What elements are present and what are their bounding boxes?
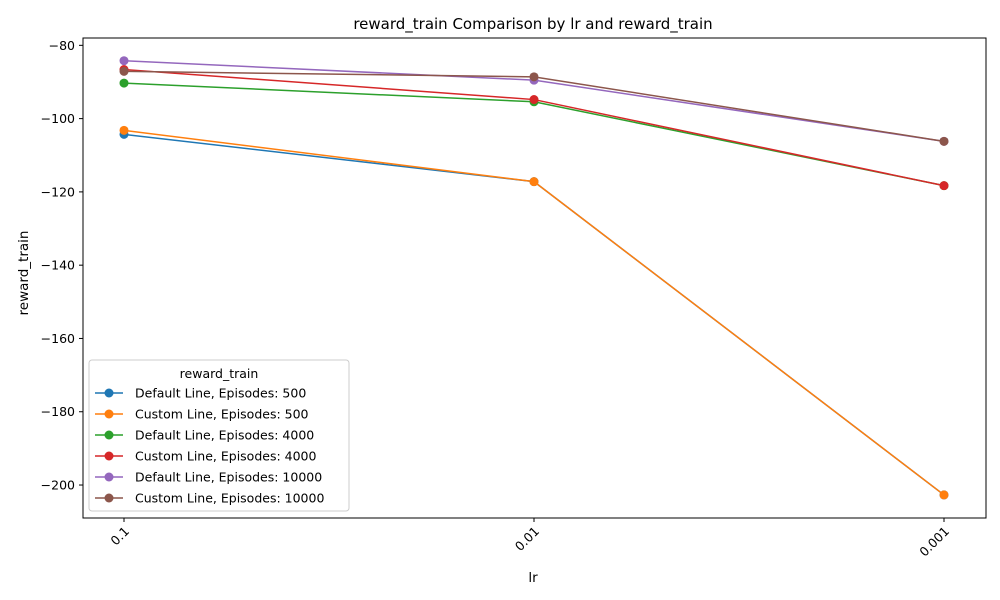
legend-box [88,359,350,512]
legend-label: Default Line, Episodes: 10000 [135,470,322,485]
x-tick-label: 0.01 [512,524,542,554]
data-point [939,136,949,146]
data-point [939,490,949,500]
legend-title: reward_train [180,366,259,381]
legend-item: Default Line, Episodes: 500 [95,386,306,401]
legend-marker-swatch [104,451,114,461]
y-axis: −80 −100 −120 −140 −160 −180 −200 [41,38,83,493]
series-layer [119,56,949,500]
data-point [529,177,539,187]
x-tick-label: 0.1 [107,524,132,549]
data-point [529,95,539,105]
legend-label: Custom Line, Episodes: 4000 [135,449,317,464]
x-axis: 0.1 0.01 0.001 [107,518,952,559]
data-point [939,181,949,191]
data-point [119,125,129,135]
legend-label: Custom Line, Episodes: 10000 [135,491,324,506]
y-tick-label: −180 [41,404,75,419]
y-tick-label: −120 [41,184,75,199]
legend-marker-swatch [104,472,114,482]
data-point [119,66,129,76]
y-tick-label: −140 [41,258,75,273]
data-point [119,78,129,88]
legend-marker-swatch [104,493,114,503]
x-tick-label: 0.001 [916,524,952,560]
legend-label: Default Line, Episodes: 500 [135,386,306,401]
legend-item: Custom Line, Episodes: 500 [95,407,309,422]
legend-marker-swatch [104,388,114,398]
y-tick-label: −160 [41,331,75,346]
legend-item: Custom Line, Episodes: 10000 [95,491,324,506]
y-tick-label: −80 [49,38,75,53]
series-group [119,66,949,146]
data-point [119,56,129,66]
series-line [123,68,945,187]
legend-item: Custom Line, Episodes: 4000 [95,449,317,464]
legend-label: Custom Line, Episodes: 500 [135,407,309,422]
series-group [119,125,949,500]
legend: reward_train Default Line, Episodes: 500 C… [88,359,350,512]
legend-marker-swatch [104,409,114,419]
y-tick-label: −200 [41,478,75,493]
chart-title: reward_train Comparison by lr and reward… [353,15,712,34]
x-axis-label: lr [528,570,538,586]
legend-marker-swatch [104,430,114,440]
y-axis-label: reward_train [16,231,32,316]
legend-label: Default Line, Episodes: 4000 [135,428,314,443]
y-tick-label: −100 [41,111,75,126]
legend-item: Default Line, Episodes: 10000 [95,470,322,485]
legend-item: Default Line, Episodes: 4000 [95,428,314,443]
data-point [529,72,539,82]
